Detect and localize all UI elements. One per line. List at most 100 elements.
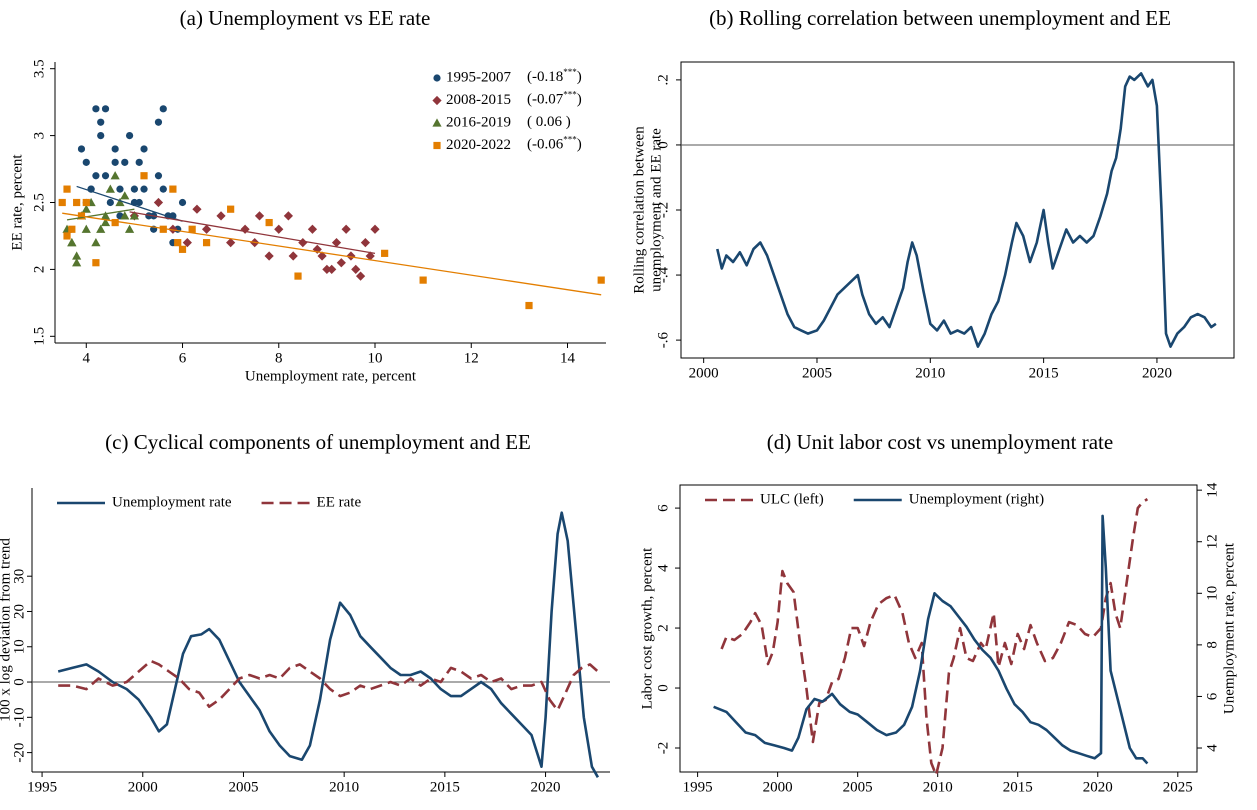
y-axis-label: 100 x log deviation from trend: [0, 538, 13, 722]
point: [192, 204, 202, 214]
y-tick-label: 2: [655, 624, 671, 632]
x-tick-label: 2010: [915, 365, 945, 381]
legend-note: (-0.06***): [527, 135, 582, 153]
y-tick-label: -.6: [655, 331, 671, 348]
point: [298, 238, 308, 248]
point: [82, 158, 90, 166]
y-tick-label: 2: [31, 266, 47, 274]
chart-title: (d) Unit labor cost vs unemployment rate: [767, 430, 1113, 454]
legend-label: Unemployment rate: [112, 494, 232, 510]
x-tick-label: 2005: [802, 365, 832, 381]
point: [331, 238, 342, 248]
legend-note-part: ***: [563, 135, 577, 145]
series-line: [720, 497, 1149, 777]
point: [129, 211, 140, 220]
point: [174, 239, 182, 247]
point: [153, 197, 164, 208]
legend-note-part: ***: [563, 67, 577, 77]
point: [254, 211, 265, 221]
point: [283, 211, 293, 221]
x-tick-label: 2010: [329, 779, 359, 795]
y-tick-label: -20: [11, 743, 27, 763]
point: [96, 224, 106, 233]
y2-axis-label: Unemployment rate, percent: [1221, 542, 1237, 714]
legend-label: EE rate: [317, 494, 362, 510]
y-tick-label: 0: [655, 684, 671, 692]
chart-title: (b) Rolling correlation between unemploy…: [709, 6, 1171, 30]
y-axis-label: EE rate, percent: [9, 154, 25, 251]
y-tick-label: .2: [655, 74, 671, 85]
y-tick-label: 1.5: [31, 327, 47, 346]
point: [92, 172, 100, 180]
legend-note: (-0.07***): [527, 90, 582, 108]
point: [135, 158, 143, 166]
point: [77, 145, 86, 153]
x-tick-label: 1995: [27, 779, 57, 795]
point: [341, 224, 351, 234]
y-axis-label: Labor cost growth, percent: [639, 547, 655, 709]
point: [100, 217, 111, 227]
x-tick-label: 2005: [228, 779, 258, 795]
point: [216, 211, 226, 221]
point: [115, 197, 125, 207]
x-tick-label: 12: [464, 350, 479, 366]
point: [202, 239, 211, 247]
point: [97, 118, 105, 126]
point: [68, 225, 76, 233]
plot-frame: [679, 484, 1198, 773]
legend-note-part: ): [577, 137, 582, 153]
x-tick-label: 6: [179, 350, 187, 366]
y2-tick-label: 4: [1204, 744, 1220, 752]
y-tick-label: 2.5: [31, 193, 47, 212]
y-tick-label: 3.5: [31, 59, 47, 78]
point: [101, 105, 110, 113]
y2-tick-label: 14: [1204, 482, 1220, 498]
point: [288, 251, 298, 261]
point: [365, 251, 375, 261]
point: [355, 271, 366, 281]
point: [140, 185, 148, 193]
y-tick-label: -.2: [655, 202, 671, 218]
x-tick-label: 1995: [683, 779, 713, 795]
point: [182, 238, 192, 248]
x-tick-label: 2000: [128, 779, 158, 795]
point: [63, 185, 71, 193]
point: [91, 238, 101, 247]
fit-line: [66, 208, 135, 221]
point: [72, 251, 82, 260]
y-tick-label: 3: [31, 132, 47, 140]
point: [360, 238, 370, 248]
point: [120, 211, 130, 220]
y2-tick-label: 12: [1204, 534, 1220, 549]
point: [58, 198, 66, 207]
point: [125, 131, 134, 140]
point: [130, 185, 139, 193]
point: [597, 276, 605, 284]
legend-label: 1995-2007: [446, 69, 511, 85]
legend-note: (-0.18***): [527, 67, 582, 85]
y-tick-label: 10: [11, 639, 27, 654]
y-tick-label: 0: [11, 678, 27, 686]
point: [111, 145, 119, 153]
x-tick-label: 4: [83, 350, 91, 366]
fit-line: [62, 212, 602, 296]
x-tick-label: 2010: [923, 779, 953, 795]
y-tick-label: 30: [11, 569, 27, 584]
x-tick-label: 2015: [1003, 779, 1033, 795]
legend-marker: [432, 118, 442, 127]
x-tick-label: 2000: [689, 365, 719, 381]
point: [370, 224, 380, 234]
point: [188, 225, 196, 233]
x-tick-label: 8: [275, 350, 283, 366]
point: [73, 198, 81, 207]
point: [168, 224, 178, 234]
point: [322, 264, 332, 275]
point: [81, 204, 91, 213]
x-tick-label: 2000: [763, 779, 793, 795]
point: [264, 251, 274, 261]
point: [105, 184, 115, 193]
legend-label: ULC (left): [760, 491, 824, 507]
plot-frame: [680, 61, 1235, 359]
point: [317, 251, 327, 261]
y-axis-label: unemployment and EE rate: [648, 128, 664, 292]
